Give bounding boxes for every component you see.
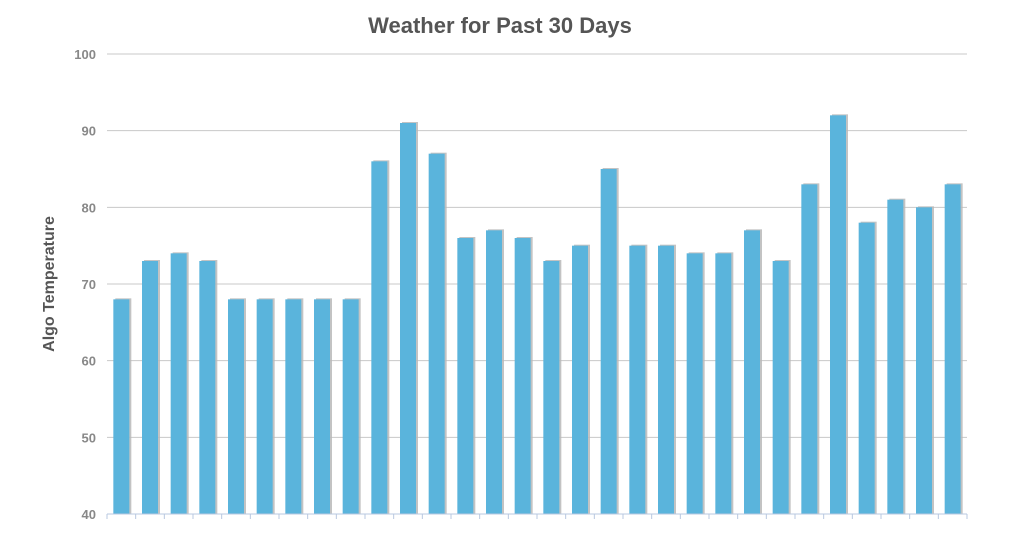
bar [658,245,674,514]
bar [113,299,130,514]
bar [486,230,502,515]
y-tick-label: 60 [82,354,96,369]
bar [428,153,445,514]
y-tick-label: 80 [82,200,96,215]
bar [142,261,158,514]
bar [342,299,359,514]
bar [887,199,904,514]
bar [715,253,732,515]
bar [228,299,244,514]
bar [170,253,187,515]
bar [629,245,646,514]
y-tick-label: 70 [82,277,96,292]
bar [457,238,474,514]
bar [744,230,760,515]
bar [199,261,216,514]
bar [944,184,961,515]
bar [371,161,388,515]
bar [285,299,302,514]
bars [113,114,963,515]
bar [801,184,818,515]
bar [543,261,560,514]
bar [600,169,617,514]
bar [256,299,273,514]
bar [830,115,846,514]
y-tick-label: 40 [82,507,96,522]
y-tick-label: 100 [74,47,96,62]
bar [772,261,789,514]
y-tick-label: 50 [82,430,96,445]
bar [400,123,416,514]
bar [314,299,330,514]
gridlines [107,53,967,438]
bar [916,207,932,515]
bar [858,222,875,514]
y-tick-label: 90 [82,124,96,139]
bar [686,253,703,515]
chart-title: Weather for Past 30 Days [368,13,632,38]
bar [572,245,588,514]
y-axis-label: Algo Temperature [41,216,58,352]
bar [514,238,531,514]
x-axis [106,513,968,519]
y-axis-ticks: 40 50 60 70 80 90 100 [74,47,96,522]
